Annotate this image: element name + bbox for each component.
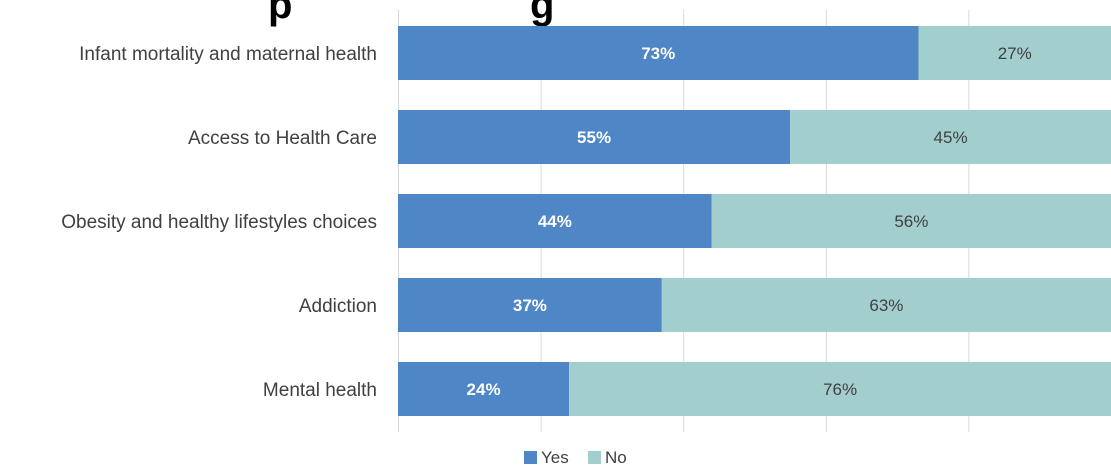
bar-no (918, 26, 1111, 80)
value-labels: 73% 27% 55% 45% 44% 56% 37% 63% 24% 76% (467, 44, 1032, 399)
legend-label-yes: Yes (541, 448, 569, 466)
bar-yes (398, 194, 712, 248)
data-label-no: 76% (823, 380, 857, 399)
chart-title-fragment: p (268, 0, 292, 27)
chart-title-fragment: g (530, 0, 554, 27)
category-label: Access to Health Care (188, 128, 377, 149)
legend-label-no: No (605, 448, 627, 466)
bar-no (569, 362, 1111, 416)
data-label-no: 45% (934, 128, 968, 147)
category-label: Addiction (299, 296, 377, 317)
category-labels: Infant mortality and maternal health Acce… (61, 44, 377, 401)
data-label-no: 56% (894, 212, 928, 231)
legend: Yes No (524, 448, 627, 466)
legend-swatch-yes (524, 451, 537, 464)
bar-yes (398, 362, 570, 416)
data-label-yes: 73% (641, 44, 675, 63)
data-label-yes: 55% (577, 128, 611, 147)
bar-yes (398, 26, 919, 80)
category-label: Mental health (263, 380, 377, 401)
bar-no (711, 194, 1111, 248)
bar-yes (398, 278, 662, 332)
bars (398, 26, 1111, 416)
data-label-no: 27% (998, 44, 1032, 63)
category-label: Infant mortality and maternal health (79, 44, 377, 65)
category-label: Obesity and healthy lifestyles choices (61, 212, 377, 233)
bar-no (790, 110, 1111, 164)
data-label-yes: 44% (538, 212, 572, 231)
legend-swatch-no (588, 451, 601, 464)
data-label-yes: 37% (513, 296, 547, 315)
data-label-yes: 24% (467, 380, 501, 399)
bar-yes (398, 110, 791, 164)
bar-no (661, 278, 1111, 332)
data-label-no: 63% (869, 296, 903, 315)
